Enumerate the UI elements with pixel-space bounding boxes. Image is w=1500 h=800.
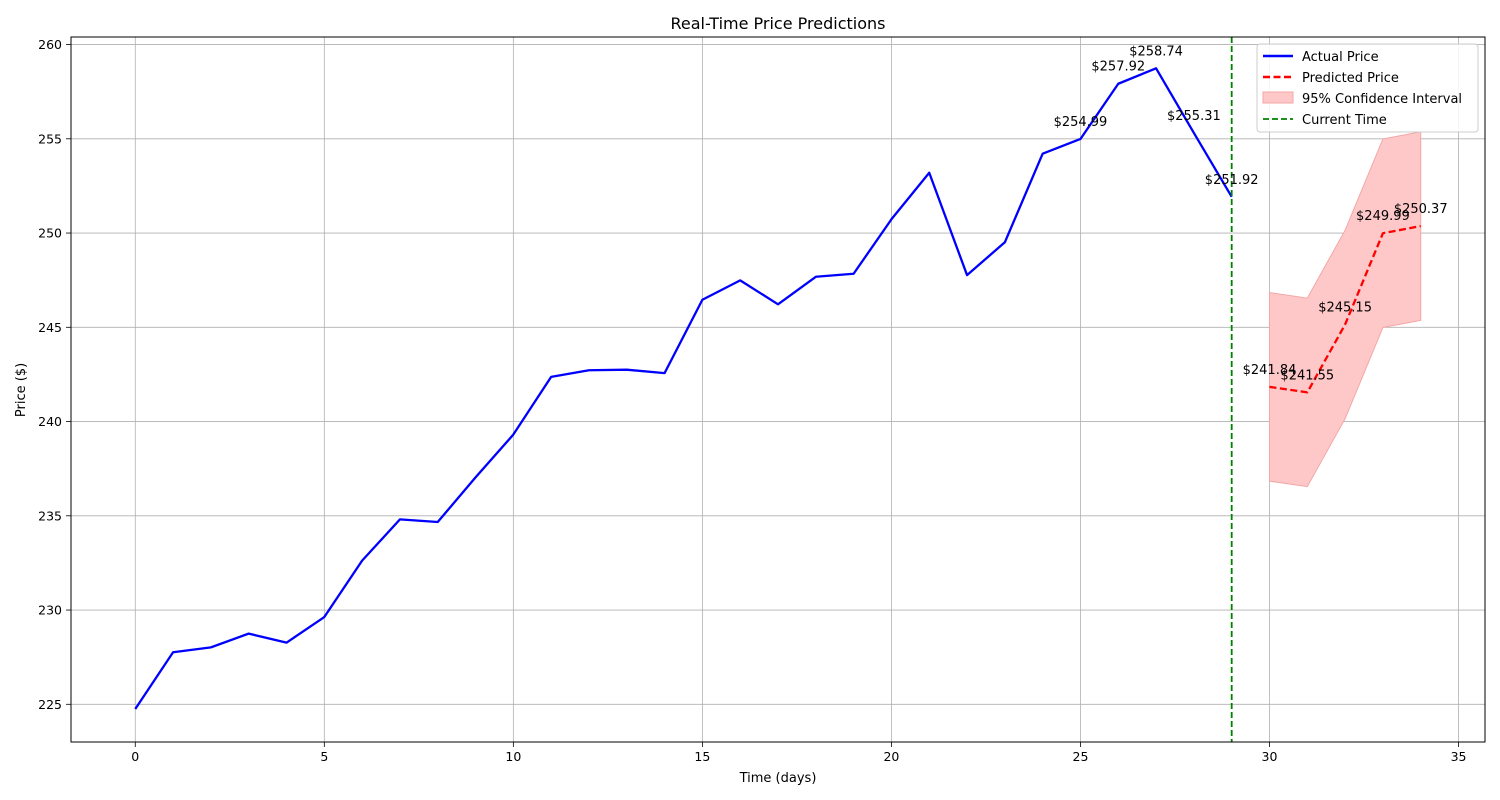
legend-actual-price-label: Actual Price <box>1302 50 1379 65</box>
x-tick-label: 30 <box>1262 749 1278 764</box>
grid <box>71 37 1485 742</box>
y-tick-label: 260 <box>38 37 62 52</box>
confidence-interval-area <box>1268 131 1422 488</box>
price-annotation: $255.31 <box>1167 109 1221 124</box>
price-annotation: $249.99 <box>1356 209 1410 224</box>
series-lines <box>134 67 1421 710</box>
price-annotation: $250.37 <box>1394 202 1448 217</box>
chart-title: Real-Time Price Predictions <box>671 14 886 33</box>
x-tick-label: 15 <box>694 749 710 764</box>
price-annotation: $257.92 <box>1091 60 1145 75</box>
price-annotation: $258.74 <box>1129 44 1183 59</box>
price-annotation: $241.55 <box>1280 368 1334 383</box>
legend-confidence-interval-label: 95% Confidence Interval <box>1302 92 1462 107</box>
axis-ticks: 0 5 10 15 20 25 30 35 225 230 235 240 245 250 255 260 <box>38 37 1466 764</box>
y-tick-label: 240 <box>38 414 62 429</box>
legend-confidence-interval-swatch <box>1262 91 1294 104</box>
y-axis-label: Price ($) <box>14 363 29 417</box>
price-annotation: $251.92 <box>1205 173 1259 188</box>
x-tick-label: 0 <box>131 749 139 764</box>
price-annotation: $254.99 <box>1054 115 1108 130</box>
x-tick-label: 10 <box>505 749 521 764</box>
price-annotation: $241.84 <box>1243 363 1297 378</box>
plot-area-frame <box>70 36 1486 743</box>
y-tick-label: 230 <box>38 603 62 618</box>
x-tick-label: 5 <box>320 749 328 764</box>
confidence-interval-band <box>1268 131 1422 488</box>
legend-predicted-price-label: Predicted Price <box>1302 71 1399 86</box>
y-tick-label: 255 <box>38 131 62 146</box>
legend-current-time-label: Current Time <box>1302 113 1387 128</box>
x-tick-label: 20 <box>883 749 899 764</box>
predicted-price-line <box>1269 224 1421 394</box>
x-axis-label: Time (days) <box>739 771 817 786</box>
price-annotation: $245.15 <box>1318 300 1372 315</box>
x-tick-label: 25 <box>1073 749 1089 764</box>
legend-box <box>1256 43 1479 133</box>
x-tick-label: 35 <box>1451 749 1467 764</box>
price-annotations: $254.99 $257.92$258.74 $255.31 $251.92 $241.… <box>1054 44 1448 383</box>
y-tick-label: 250 <box>38 226 62 241</box>
y-tick-label: 225 <box>38 697 62 712</box>
legend: Actual Price Predicted Price 95% Confide… <box>1256 43 1479 133</box>
y-tick-label: 245 <box>38 320 62 335</box>
y-tick-label: 235 <box>38 508 62 523</box>
actual-price-line <box>134 67 1233 710</box>
